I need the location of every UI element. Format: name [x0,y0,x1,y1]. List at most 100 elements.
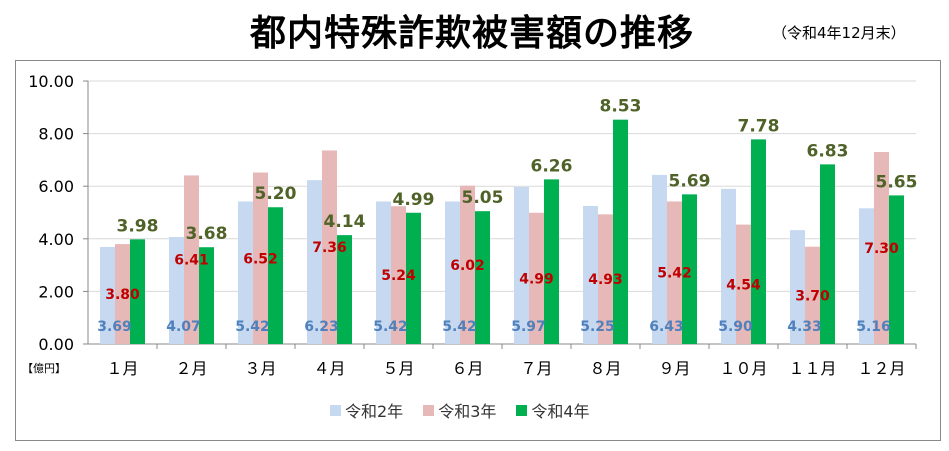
bar-令和3年 [184,175,199,344]
data-label: 5.42 [442,319,477,335]
bar-令和2年 [100,246,115,344]
bar-令和2年 [238,201,253,344]
bar-令和2年 [790,230,805,344]
bar-令和4年 [682,194,697,344]
legend-label: 令和3年 [438,402,497,421]
data-label: 5.90 [718,319,753,335]
y-tick-label: 6.00 [38,177,74,196]
bar-令和4年 [268,207,283,344]
data-label: 5.20 [255,184,297,204]
data-label: 7.30 [864,241,899,257]
chart-title: 都内特殊詐欺被害額の推移 [250,13,695,54]
x-tick-label: １２月 [857,359,905,378]
bar-令和3年 [805,246,820,344]
data-label: 5.24 [381,268,416,284]
data-label: 5.05 [462,188,504,208]
data-label: 4.07 [166,319,201,335]
y-tick-label: 4.00 [38,230,74,249]
bar-令和2年 [583,205,598,344]
data-label: 6.23 [304,319,339,335]
bar-令和4年 [889,195,904,344]
x-tick-label: ７月 [520,359,552,378]
bar-令和3年 [322,150,337,344]
data-label: 5.69 [669,171,711,191]
x-tick-label: ５月 [382,359,414,378]
bar-令和2年 [514,186,529,344]
data-label: 8.53 [600,97,642,117]
data-label: 4.54 [726,277,761,293]
x-tick-label: ２月 [175,359,207,378]
bar-令和4年 [406,212,421,344]
data-label: 6.26 [531,156,573,176]
data-label: 5.97 [511,319,546,335]
legend-swatch [423,404,435,416]
data-label: 3.68 [186,224,228,244]
legend-swatch [330,404,341,416]
y-tick-label: 0.00 [38,335,74,354]
bar-令和3年 [667,201,682,344]
legend-item: 令和3年 [423,398,496,422]
data-label: 6.43 [649,319,684,335]
data-label: 6.41 [174,253,209,269]
legend-label: 令和2年 [345,402,404,421]
data-label: 5.42 [373,319,408,335]
data-label: 6.52 [243,251,278,267]
bar-令和4年 [475,211,490,344]
bar-令和3年 [529,212,544,344]
bar-令和3年 [598,214,613,344]
data-label: 3.80 [105,287,140,303]
data-label: 5.42 [657,266,692,282]
legend-item: 令和4年 [516,398,590,422]
chart-frame [15,60,941,441]
data-label: 4.33 [787,319,822,335]
data-label: 4.99 [393,190,435,210]
data-label: 5.16 [856,319,891,335]
bar-令和2年 [445,201,460,344]
bar-令和2年 [652,174,667,344]
data-label: 7.36 [312,240,347,256]
legend-swatch [516,404,528,416]
bar-令和2年 [169,236,184,344]
data-label: 6.02 [450,258,485,274]
data-label: 5.42 [235,319,270,335]
bar-令和4年 [820,164,835,344]
data-label: 7.78 [738,116,780,136]
x-tick-label: ６月 [451,359,483,378]
bar-令和2年 [376,201,391,344]
x-tick-label: １０月 [719,359,767,378]
y-tick-label: 2.00 [38,282,74,301]
data-label: 3.98 [117,216,159,236]
x-tick-label: １月 [106,359,138,378]
data-label: 3.69 [97,319,132,335]
x-tick-label: ８月 [589,359,621,378]
y-tick-label: 8.00 [38,125,74,144]
bar-令和4年 [613,119,628,344]
legend-label: 令和4年 [531,402,590,421]
legend: 令和2年 令和3年 令和4年 [330,398,590,422]
bar-令和2年 [721,188,736,344]
unit-label: 【億円】 [22,362,66,375]
x-tick-label: ３月 [244,359,276,378]
bar-令和2年 [307,180,322,344]
bar-令和3年 [253,172,268,344]
chart-subtitle: （令和4年12月末） [772,24,906,42]
data-label: 4.99 [519,271,554,287]
bar-令和3年 [874,152,889,344]
x-tick-label: １１月 [788,359,836,378]
data-label: 4.14 [324,212,366,232]
y-tick-label: 10.00 [28,72,74,91]
bar-令和3年 [391,206,406,344]
x-tick-label: ９月 [658,359,690,378]
bar-令和4年 [544,179,559,344]
data-label: 4.93 [588,272,623,288]
bar-令和4年 [199,247,214,344]
x-tick-label: ４月 [313,359,345,378]
legend-item: 令和2年 [330,398,403,422]
bar-令和3年 [115,244,130,344]
data-label: 5.25 [580,319,615,335]
bar-令和4年 [751,139,766,344]
bar-令和4年 [130,239,145,344]
bar-令和2年 [859,208,874,344]
bar-令和3年 [460,185,475,344]
